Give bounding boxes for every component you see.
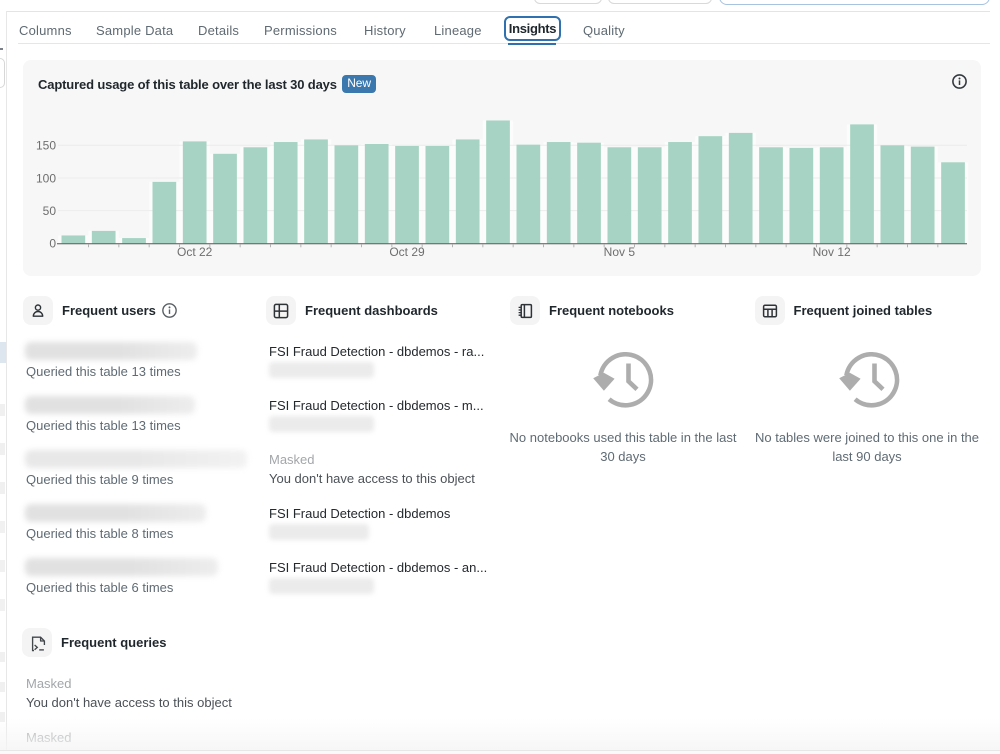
svg-text:50: 50 <box>43 204 57 218</box>
svg-text:Nov 12: Nov 12 <box>813 245 851 259</box>
svg-text:Oct 29: Oct 29 <box>389 245 425 259</box>
svg-text:150: 150 <box>36 139 56 153</box>
svg-text:Nov 5: Nov 5 <box>604 245 636 259</box>
svg-text:0: 0 <box>49 237 56 251</box>
svg-text:Oct 22: Oct 22 <box>177 245 213 259</box>
svg-text:100: 100 <box>36 171 56 185</box>
